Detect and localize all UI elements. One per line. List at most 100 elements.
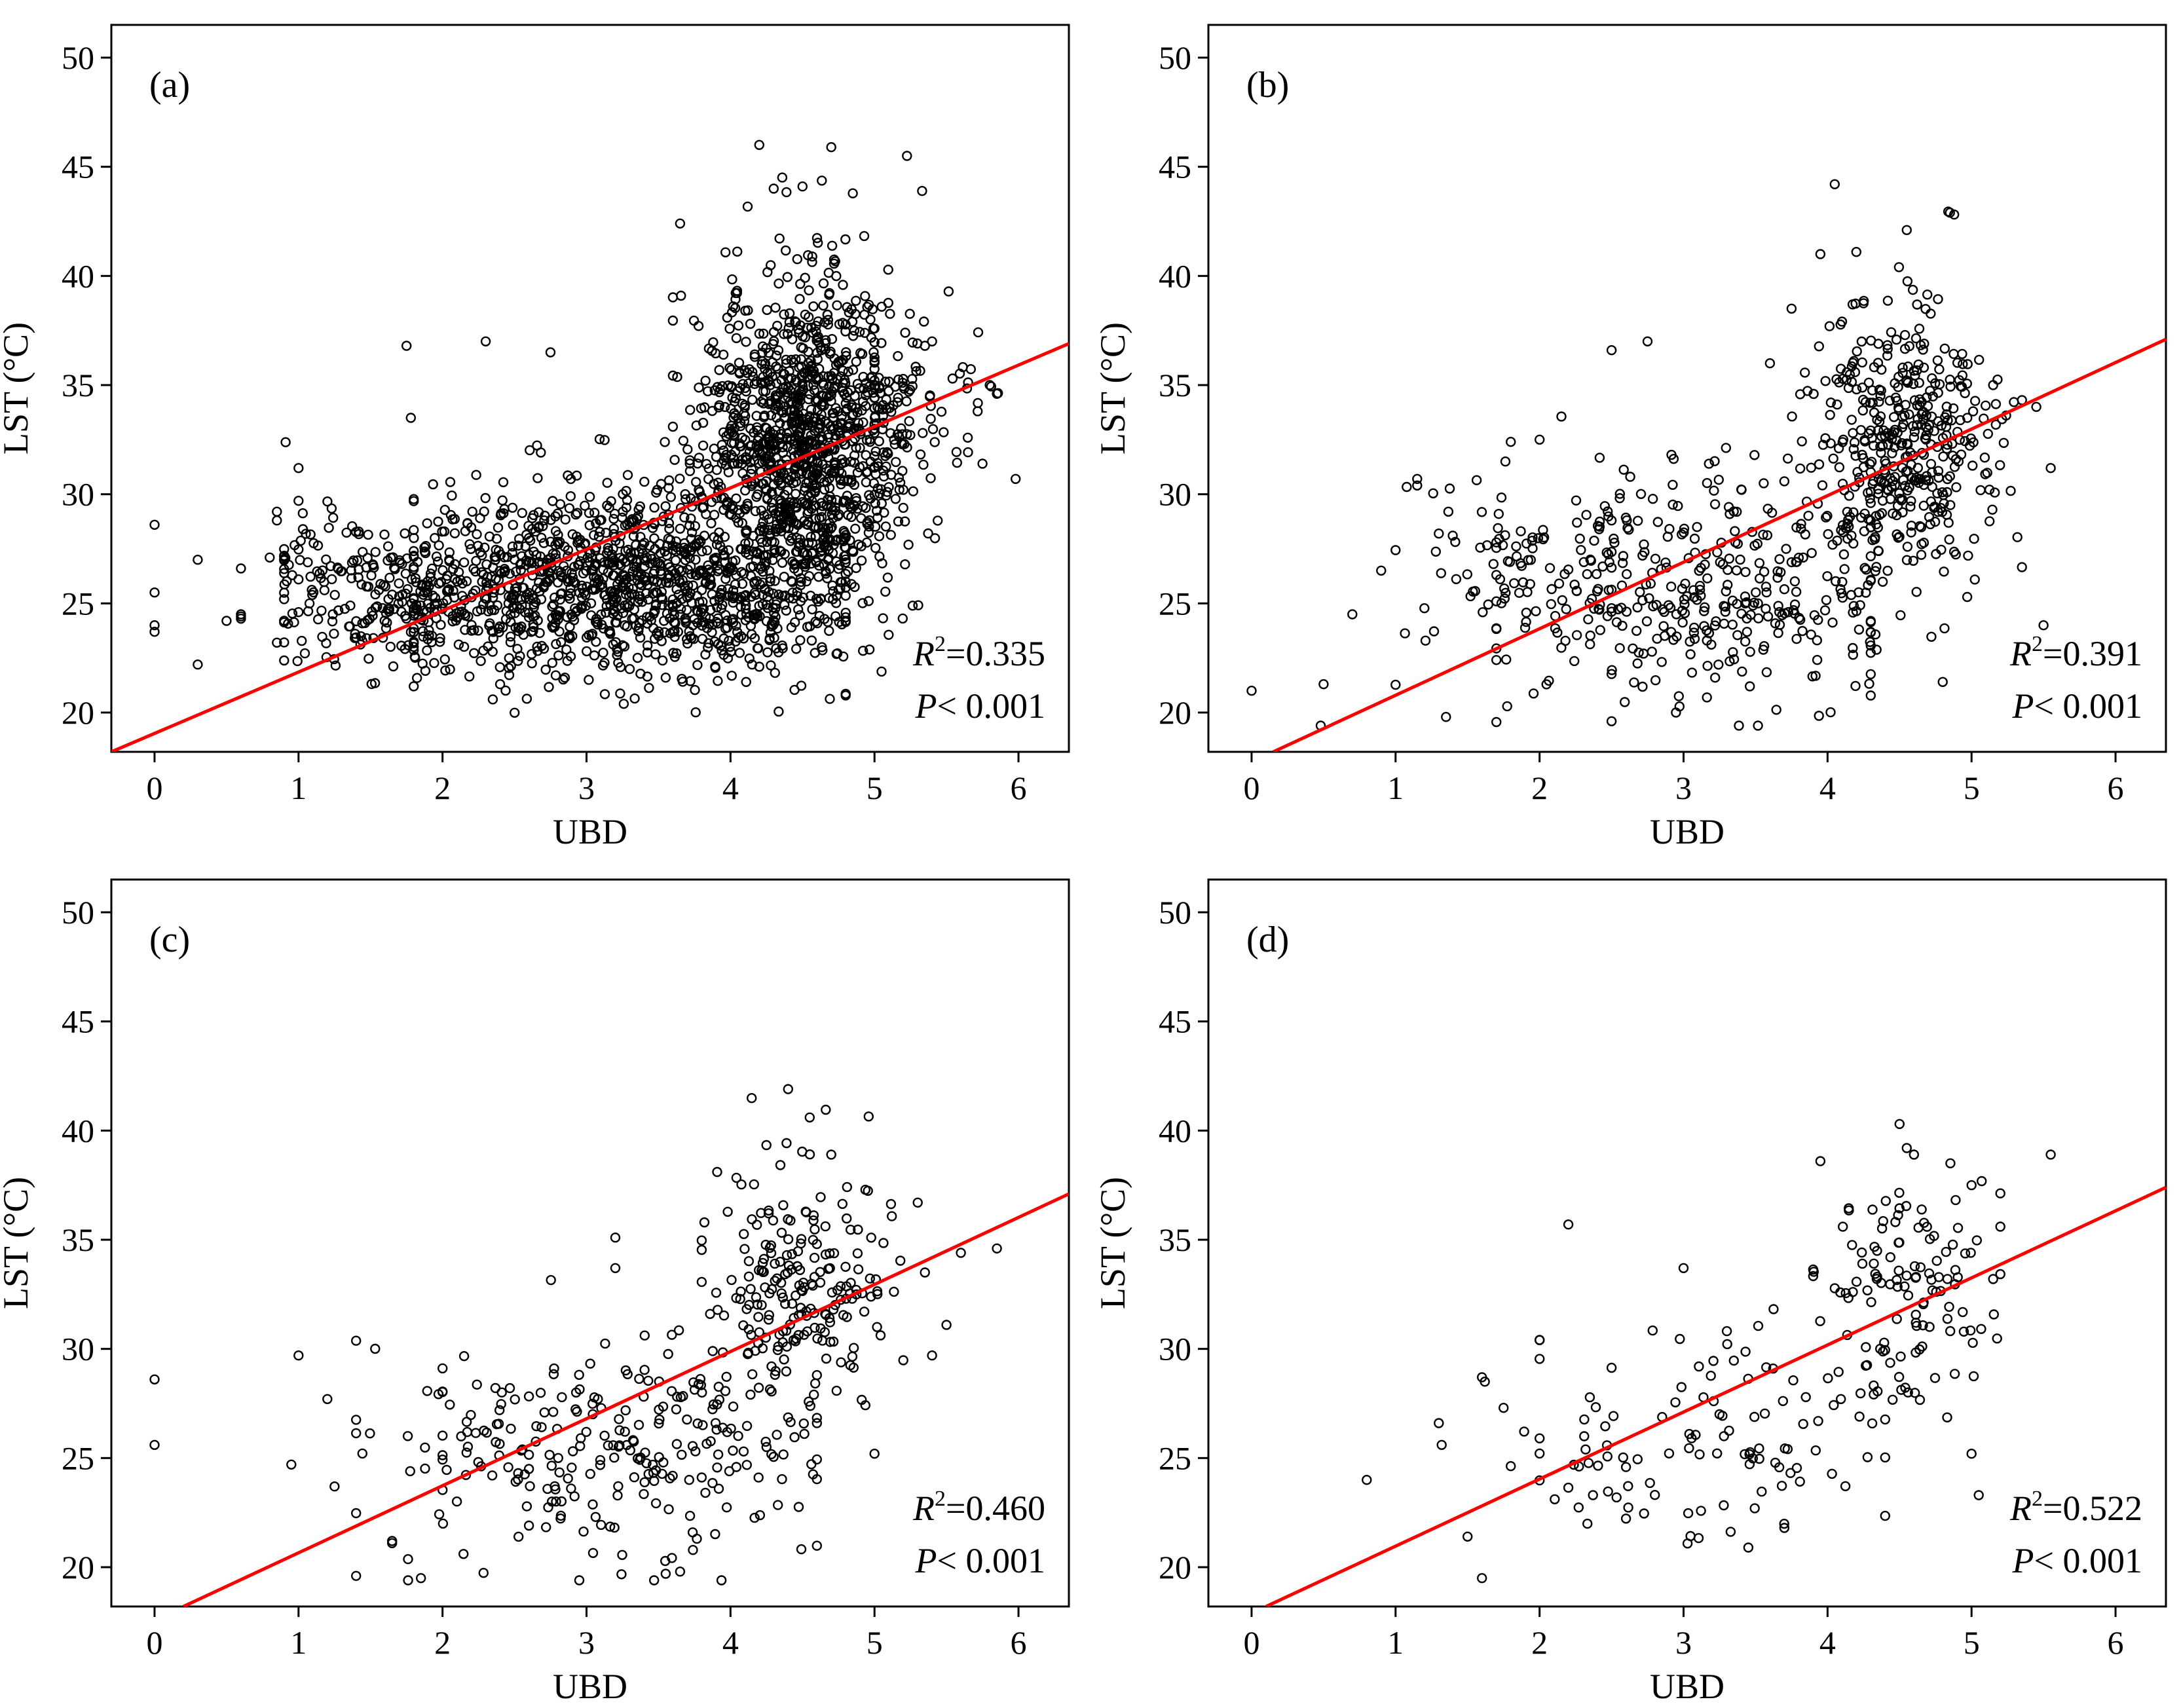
scatter-point [552, 508, 563, 519]
scatter-point [1939, 498, 1949, 509]
scatter-point [279, 594, 289, 604]
scatter-point [918, 459, 929, 470]
scatter-point [441, 1464, 452, 1476]
scatter-point [735, 418, 746, 428]
scatter-point [1982, 468, 1992, 478]
scatter-point [1865, 627, 1876, 637]
scatter-point [400, 568, 411, 579]
scatter-point [449, 559, 460, 570]
scatter-point [1795, 389, 1806, 399]
scatter-point [528, 625, 538, 637]
scatter-point [673, 1325, 684, 1336]
scatter-point [984, 380, 995, 390]
scatter-point [1590, 1402, 1601, 1413]
scatter-point [913, 600, 923, 610]
scatter-point [789, 1432, 800, 1443]
scatter-point [295, 535, 306, 546]
scatter-point [1673, 691, 1685, 701]
scatter-point [1632, 1454, 1643, 1464]
scatter-point [763, 375, 774, 385]
y-tick-label: 30 [1159, 1331, 1191, 1367]
scatter-point [1857, 382, 1868, 393]
scatter-point [1906, 527, 1916, 538]
scatter-point [1603, 511, 1614, 522]
scatter-point [548, 1369, 559, 1380]
scatter-point [1873, 546, 1884, 557]
scatter-point [1563, 1482, 1574, 1493]
scatter-point [580, 500, 590, 511]
scatter-point [1876, 508, 1888, 519]
scatter-point [700, 375, 711, 386]
scatter-point [783, 1260, 794, 1271]
scatter-point [1639, 1508, 1649, 1519]
scatter-point [598, 623, 609, 634]
scatter-point [697, 1387, 707, 1398]
scatter-point [864, 381, 874, 392]
regression-line [1265, 1185, 2166, 1606]
scatter-point [860, 291, 870, 301]
scatter-point [713, 675, 723, 686]
scatter-point [1527, 543, 1538, 553]
scatter-point [1994, 460, 2005, 470]
scatter-point [565, 588, 576, 599]
scatter-point [773, 363, 783, 374]
scatter-point [822, 573, 832, 584]
scatter-point [903, 540, 914, 550]
scatter-point [567, 572, 578, 583]
scatter-point [1903, 362, 1913, 372]
scatter-point [567, 631, 578, 641]
scatter-point [677, 575, 688, 585]
scatter-point [405, 1466, 415, 1477]
scatter-point [405, 413, 416, 423]
scatter-point [640, 576, 650, 586]
scatter-point [774, 433, 785, 443]
scatter-point [1731, 565, 1742, 576]
scatter-point [589, 578, 600, 588]
scatter-point [1942, 473, 1953, 485]
scatter-point [764, 566, 775, 576]
scatter-point [856, 555, 867, 566]
scatter-point [1889, 442, 1900, 453]
scatter-point [472, 1379, 482, 1390]
scatter-point [1916, 539, 1927, 549]
scatter-point [615, 688, 625, 699]
scatter-point [672, 371, 682, 382]
scatter-point [894, 484, 904, 495]
scatter-point [867, 304, 878, 314]
scatter-point [610, 1263, 621, 1274]
scatter-point [824, 625, 834, 636]
scatter-point [438, 1430, 448, 1441]
scatter-point [1837, 576, 1848, 587]
scatter-point [1525, 555, 1537, 565]
scatter-point [1897, 422, 1908, 433]
scatter-point [761, 1441, 772, 1453]
scatter-point [1556, 642, 1567, 653]
scatter-point [1606, 716, 1617, 727]
scatter-point [1862, 1452, 1873, 1462]
scatter-point [736, 566, 747, 578]
scatter-point [796, 342, 806, 352]
scatter-point [554, 1467, 565, 1478]
scatter-point [1702, 661, 1713, 671]
scatter-point [438, 1450, 448, 1460]
scatter-point [806, 504, 817, 514]
scatter-point [672, 1391, 682, 1402]
scatter-point [791, 1290, 801, 1301]
scatter-point [593, 1394, 603, 1404]
scatter-point [1855, 512, 1867, 523]
r-squared-annotation: R2=0.335 [912, 632, 1045, 673]
scatter-point [684, 1474, 695, 1485]
scatter-point [409, 681, 419, 692]
scatter-point [1659, 606, 1669, 618]
scatter-point [1924, 1322, 1935, 1332]
scatter-point [1625, 472, 1635, 482]
scatter-point [1906, 459, 1916, 470]
scatter-point [717, 1422, 728, 1433]
scatter-point [722, 653, 734, 663]
scatter-point [1619, 697, 1630, 707]
scatter-point [1945, 375, 1955, 385]
plot-frame [110, 878, 1070, 1608]
scatter-point [1699, 602, 1710, 612]
scatter-point [329, 589, 340, 601]
scatter-point [660, 437, 670, 447]
